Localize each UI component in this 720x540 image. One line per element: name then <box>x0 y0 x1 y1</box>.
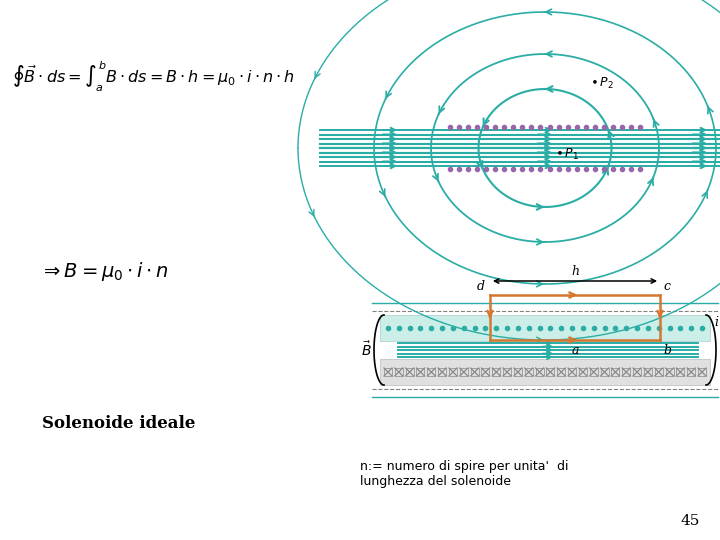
Bar <box>622 368 630 376</box>
Bar <box>416 368 425 376</box>
Bar <box>557 368 565 376</box>
Text: n:= numero di spire per unita'  di
lunghezza del solenoide: n:= numero di spire per unita' di lunghe… <box>360 460 569 488</box>
Bar <box>395 368 402 376</box>
Text: h: h <box>571 265 579 278</box>
Text: d: d <box>477 280 485 293</box>
Bar <box>449 368 457 376</box>
Bar <box>687 368 696 376</box>
Bar <box>514 368 522 376</box>
Bar <box>525 368 533 376</box>
Bar <box>644 368 652 376</box>
Bar <box>611 368 619 376</box>
Bar <box>492 368 500 376</box>
Bar <box>654 368 662 376</box>
Bar <box>471 368 479 376</box>
Bar <box>600 368 608 376</box>
Bar <box>568 368 576 376</box>
Bar <box>536 368 544 376</box>
Text: b: b <box>663 344 671 357</box>
Bar <box>503 368 511 376</box>
Bar <box>676 368 684 376</box>
Bar <box>405 368 414 376</box>
Bar <box>665 368 673 376</box>
Bar <box>633 368 641 376</box>
Text: a: a <box>571 344 579 357</box>
Text: $\bullet\,P_1$: $\bullet\,P_1$ <box>555 146 579 161</box>
Bar <box>380 315 710 341</box>
Bar <box>438 368 446 376</box>
Text: c: c <box>663 280 670 293</box>
Text: 45: 45 <box>680 514 700 528</box>
Text: $\vec{B}$: $\vec{B}$ <box>361 341 372 359</box>
Text: i: i <box>714 316 718 329</box>
Bar <box>546 368 554 376</box>
Text: $\oint \vec{B} \cdot ds = \int_a^b B \cdot ds = B \cdot h = \mu_0 \cdot i \cdot : $\oint \vec{B} \cdot ds = \int_a^b B \cd… <box>12 60 295 94</box>
Bar <box>698 368 706 376</box>
Bar <box>579 368 587 376</box>
Bar <box>380 359 710 385</box>
Bar <box>590 368 598 376</box>
Text: $\bullet\,P_2$: $\bullet\,P_2$ <box>590 76 614 91</box>
Text: Solenoide ideale: Solenoide ideale <box>42 415 195 432</box>
Bar <box>460 368 468 376</box>
Text: $\Rightarrow B = \mu_0 \cdot i \cdot n$: $\Rightarrow B = \mu_0 \cdot i \cdot n$ <box>40 260 169 283</box>
Bar <box>384 368 392 376</box>
Bar <box>427 368 436 376</box>
Bar <box>482 368 490 376</box>
